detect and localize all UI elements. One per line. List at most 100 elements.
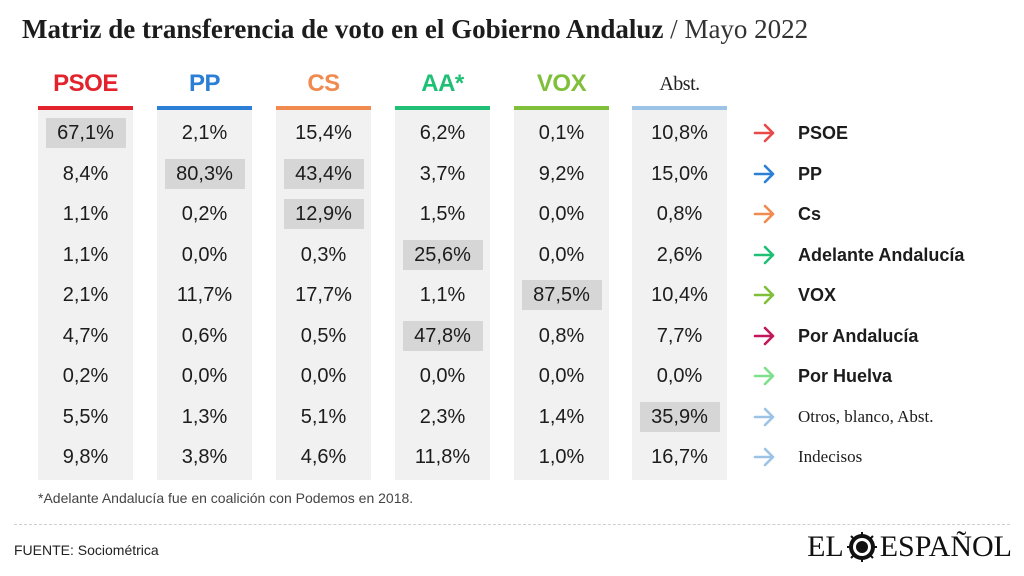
table-cell: 0,0% [181, 365, 228, 387]
chart-title: Matriz de transferencia de voto en el Go… [22, 14, 808, 45]
row-label-text: Por Andalucía [798, 325, 919, 346]
table-cell: 3,8% [181, 446, 228, 468]
table-cell: 67,1% [45, 118, 126, 148]
table-cell: 1,1% [62, 243, 109, 266]
column-header-label: Abst. [659, 73, 700, 95]
table-cell: 9,8% [62, 446, 109, 468]
column-background-0 [38, 110, 133, 480]
column-header-label: VOX [536, 70, 587, 97]
table-cell: 43,4% [283, 158, 364, 189]
row-label-text: Adelante Andalucía [798, 244, 965, 265]
row-label-text: Indecisos [798, 447, 863, 466]
table-cell: 1,3% [181, 405, 228, 428]
table-cell: 0,3% [300, 243, 347, 266]
table-cell: 4,7% [62, 324, 109, 347]
table-cell: 2,3% [419, 405, 466, 428]
table-cell: 10,4% [651, 284, 708, 306]
table-cell: 0,8% [656, 203, 703, 225]
table-cell: 0,0% [538, 365, 585, 387]
arrow-right-icon [753, 407, 775, 426]
column-header-underline [632, 106, 727, 110]
table-cell: 11,8% [414, 446, 471, 468]
table-cell: 10,8% [651, 122, 708, 144]
table-cell: 0,5% [300, 324, 347, 347]
table-cell: 0,2% [181, 203, 228, 225]
table-cell: 0,0% [538, 243, 585, 266]
table-cell: 2,1% [181, 122, 228, 144]
arrow-right-icon [753, 447, 775, 467]
table-cell: 0,0% [300, 365, 347, 387]
source-note: FUENTE: Sociométrica [14, 542, 159, 558]
column-header-underline [157, 106, 252, 110]
chart-title-main: Matriz de transferencia de voto en el Go… [22, 14, 664, 44]
table-cell: 15,4% [295, 122, 352, 144]
column-header-label: PP [188, 70, 221, 97]
el-espanol-logo: EL ESPAÑOL [807, 530, 1012, 564]
column-header-underline [395, 106, 490, 110]
table-cell: 0,2% [62, 365, 109, 387]
arrow-right-icon [753, 245, 775, 264]
table-cell: 1,0% [538, 446, 585, 468]
row-label-text: Por Huelva [798, 366, 893, 386]
table-cell: 0,0% [181, 243, 228, 266]
chart-title-date: Mayo 2022 [684, 14, 809, 44]
table-cell: 3,7% [419, 162, 466, 185]
table-cell: 0,6% [181, 324, 228, 347]
table-cell: 7,7% [656, 324, 703, 347]
row-label-text: VOX [798, 285, 837, 305]
table-cell: 4,6% [300, 446, 347, 468]
table-cell: 17,7% [295, 284, 352, 306]
column-header: Abst. [632, 68, 727, 110]
table-cell: 8,4% [62, 162, 109, 185]
column-header-underline [514, 106, 609, 110]
column-header-underline [276, 106, 371, 110]
table-cell: 0,8% [538, 324, 585, 347]
table-cell: 5,5% [62, 405, 109, 428]
table-cell: 9,2% [538, 162, 585, 185]
row-label-text: PSOE [798, 123, 849, 143]
table-cell: 2,1% [62, 284, 109, 306]
column-header: PP [157, 68, 252, 110]
table-cell: 11,7% [176, 284, 233, 306]
row-label-text: Cs [798, 204, 822, 224]
column-header: VOX [514, 68, 609, 110]
column-header-label: CS [307, 70, 340, 97]
row-label-text: PP [798, 163, 823, 184]
table-cell: 80,3% [164, 158, 245, 189]
table-cell: 16,7% [651, 446, 708, 468]
column-header: CS [276, 68, 371, 110]
table-cell: 1,1% [419, 284, 466, 306]
table-cell: 87,5% [521, 280, 602, 310]
logo-text-el: EL [807, 530, 844, 563]
table-cell: 1,1% [62, 203, 109, 225]
arrow-right-icon [753, 326, 775, 345]
chart-title-separator: / [670, 14, 678, 44]
table-cell: 1,5% [419, 203, 466, 225]
table-cell: 0,0% [538, 203, 585, 225]
table-cell: 0,1% [538, 122, 585, 144]
table-cell: 5,1% [300, 405, 347, 428]
table-cell: 47,8% [402, 320, 483, 351]
arrow-right-icon [753, 164, 775, 183]
logo-text-espanol: ESPAÑOL [879, 530, 1012, 563]
arrow-right-icon [753, 285, 775, 305]
column-header-label: AA* [421, 70, 464, 97]
table-cell: 25,6% [402, 239, 483, 270]
table-cell: 2,6% [656, 243, 703, 266]
row-label-text: Otros, blanco, Abst. [798, 406, 934, 426]
column-header: PSOE [38, 68, 133, 110]
column-header: AA* [395, 68, 490, 110]
table-cell: 12,9% [283, 199, 364, 229]
table-cell: 6,2% [419, 122, 466, 144]
column-header-underline [38, 106, 133, 110]
table-cell: 1,4% [538, 405, 585, 428]
arrow-right-icon [753, 123, 775, 143]
arrow-right-icon [753, 366, 775, 386]
footer-divider [14, 524, 1010, 525]
table-cell: 15,0% [651, 162, 708, 185]
column-header-label: PSOE [53, 70, 118, 97]
column-background-3 [395, 110, 490, 480]
footnote: *Adelante Andalucía fue en coalición con… [38, 490, 414, 506]
lion-icon [846, 532, 877, 562]
table-cell: 0,0% [656, 365, 703, 387]
